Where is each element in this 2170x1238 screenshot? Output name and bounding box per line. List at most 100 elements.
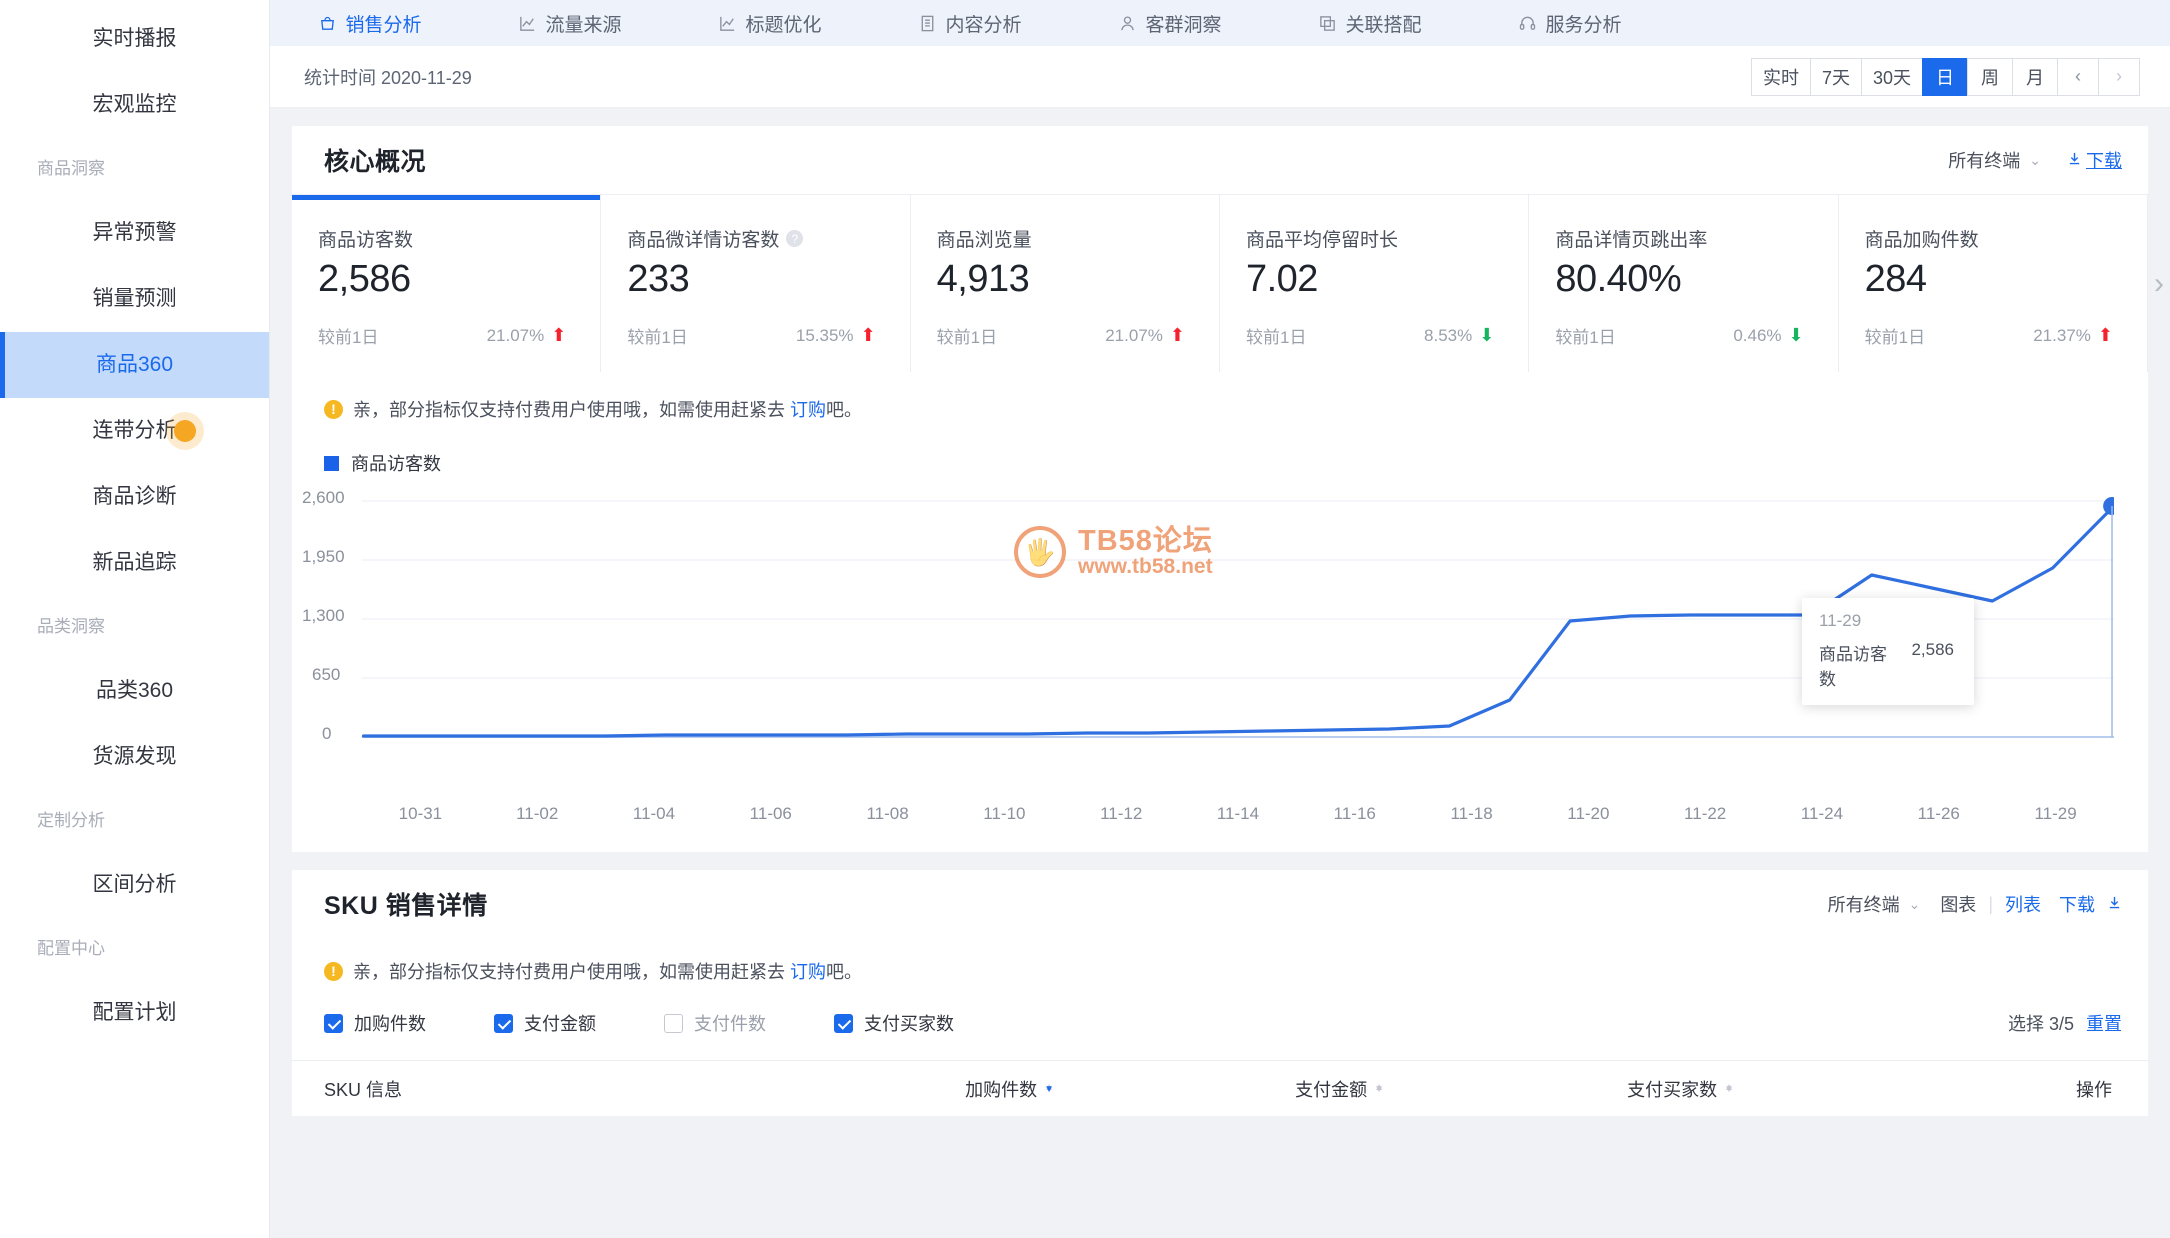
tab-label: 销售分析: [345, 14, 422, 36]
metric-label: 商品加购件数: [1864, 230, 1979, 251]
subscribe-link[interactable]: 订购: [790, 400, 826, 420]
sort-icon[interactable]: ▲ ▼: [1374, 1081, 1384, 1095]
select-count-label: 选择 3/5: [2007, 1014, 2074, 1034]
checkbox-payment-buyers[interactable]: 支付买家数: [834, 1010, 1004, 1036]
sidebar-item-pinlei360[interactable]: 品类360: [0, 658, 269, 724]
column-payment-buyers[interactable]: 支付买家数 ▲ ▼: [1384, 1076, 1734, 1102]
sidebar-group-label: 商品洞察: [37, 159, 105, 178]
tab-service-analysis[interactable]: 服务分析: [1470, 0, 1670, 46]
sidebar-item-hongguanjiankong[interactable]: 宏观监控: [0, 72, 269, 138]
tab-label: 标题优化: [745, 14, 822, 36]
x-tick: 11-06: [749, 804, 792, 823]
sidebar-item-liandaifenxi[interactable]: 连带分析: [0, 398, 269, 464]
sidebar-item-xiaoliangyuce[interactable]: 销量预测: [0, 266, 269, 332]
sidebar-group-dingzhifenxi: 定制分析: [0, 790, 269, 852]
sidebar-group-label: 配置中心: [37, 939, 105, 958]
sidebar-item-shishibobao[interactable]: 实时播报: [0, 6, 269, 72]
checkbox-icon[interactable]: [834, 1013, 853, 1033]
sidebar-item-label: 销量预测: [92, 287, 177, 310]
metric-compare-label: 较前1日: [1245, 328, 1307, 347]
x-tick: 10-31: [398, 804, 443, 823]
tab-content-analysis[interactable]: 内容分析: [870, 0, 1070, 46]
y-tick-1950: 1,950: [302, 547, 345, 566]
sidebar-group-peizhizhongxin: 配置中心: [0, 918, 269, 980]
tab-related-match[interactable]: 关联搭配: [1270, 0, 1470, 46]
terminal-select[interactable]: 所有终端 ⌄: [1948, 147, 2041, 173]
metric-cards: 商品访客数 2,586 较前1日 21.07% ⬆ 商品微详情访客数? 233 较…: [292, 194, 2164, 372]
download-icon: [2067, 150, 2082, 171]
tab-customer-insight[interactable]: 客群洞察: [1070, 0, 1270, 46]
range-realtime-button[interactable]: 实时: [1750, 57, 1811, 96]
download-button[interactable]: 下载: [2067, 147, 2122, 173]
sidebar-item-shangpin360[interactable]: 商品360: [0, 332, 269, 398]
view-list-button[interactable]: 列表: [2005, 895, 2041, 915]
legend-label: 商品访客数: [351, 454, 441, 474]
range-week-button[interactable]: 周: [1967, 57, 2013, 96]
metric-card-avg-stay-duration[interactable]: 商品平均停留时长 7.02 较前1日 8.53% ⬇: [1220, 195, 1530, 372]
metric-card-micro-detail-visitors[interactable]: 商品微详情访客数? 233 较前1日 15.35% ⬆: [601, 195, 911, 372]
checkbox-icon[interactable]: [664, 1013, 683, 1033]
checkbox-payment-count[interactable]: 支付件数: [664, 1010, 834, 1036]
sku-title: SKU 销售详情: [324, 892, 488, 920]
sidebar-group-pinleidongcha: 品类洞察: [0, 596, 269, 658]
sidebar-item-yichangyujing[interactable]: 异常预警: [0, 200, 269, 266]
tab-label: 服务分析: [1545, 14, 1622, 36]
visitors-line-chart[interactable]: 2,600 1,950 1,300 650 0 🖐 TB58论坛 www.tb5…: [302, 488, 2114, 798]
sidebar-item-qujianfenxi[interactable]: 区间分析: [0, 852, 269, 918]
view-chart-button[interactable]: 图表: [1940, 895, 1977, 915]
chart-x-axis: 10-31 11-02 11-04 11-06 11-08 11-10 11-1…: [324, 804, 2114, 824]
divider: |: [1988, 893, 1993, 914]
metric-card-pageviews[interactable]: 商品浏览量 4,913 较前1日 21.07% ⬆: [911, 195, 1220, 372]
prev-arrow-icon[interactable]: ‹: [2057, 57, 2099, 96]
metric-percent: 15.35%: [795, 325, 854, 345]
checkbox-payment-amount[interactable]: 支付金额: [494, 1010, 664, 1036]
sort-icon[interactable]: ▲ ▼: [1724, 1081, 1734, 1095]
checkbox-add-to-cart-count[interactable]: 加购件数: [324, 1010, 494, 1036]
arrow-up-icon: ⬆: [860, 325, 876, 345]
metric-compare-label: 较前1日: [936, 328, 998, 347]
sidebar-item-shangpinzhenduan[interactable]: 商品诊断: [0, 464, 269, 530]
x-tick: 11-02: [516, 804, 559, 823]
column-add-to-cart-count[interactable]: 加购件数 ▲ ▼: [764, 1076, 1054, 1102]
sidebar-item-peizhijihua[interactable]: 配置计划: [0, 980, 269, 1046]
metric-value: 4,913: [936, 258, 1030, 300]
range-day-button[interactable]: 日: [1922, 57, 1968, 96]
column-payment-amount[interactable]: 支付金额 ▲ ▼: [1054, 1076, 1384, 1102]
sku-subscribe-link[interactable]: 订购: [790, 962, 826, 982]
range-7days-button[interactable]: 7天: [1809, 57, 1862, 96]
tab-sales-analysis[interactable]: 销售分析: [270, 0, 470, 46]
chevron-down-icon: ⌄: [2029, 151, 2041, 168]
tab-traffic-source[interactable]: 流量来源: [470, 0, 670, 46]
reset-link[interactable]: 重置: [2086, 1014, 2122, 1034]
help-icon[interactable]: ?: [786, 230, 804, 247]
chart-legend[interactable]: 商品访客数: [292, 422, 2148, 476]
sort-icon[interactable]: ▲ ▼: [1044, 1081, 1054, 1095]
line-chart-icon: [718, 14, 737, 33]
document-icon: [918, 14, 937, 33]
y-tick-650: 650: [312, 665, 341, 684]
checkbox-icon[interactable]: [494, 1013, 513, 1033]
sidebar-item-label: 实时播报: [92, 27, 177, 50]
sidebar-item-xinpinzhuizong[interactable]: 新品追踪: [0, 530, 269, 596]
metric-card-visitors[interactable]: 商品访客数 2,586 较前1日 21.07% ⬆: [292, 195, 602, 372]
x-tick: 11-26: [1917, 804, 1960, 823]
metric-card-bounce-rate[interactable]: 商品详情页跳出率 80.40% 较前1日 0.46% ⬇: [1529, 195, 1839, 372]
sku-metric-options: 加购件数 支付金额 支付件数 支付买家数 选择 3/5 重置: [292, 984, 2148, 1036]
next-arrow-icon[interactable]: ›: [2098, 57, 2140, 96]
metric-card-add-to-cart[interactable]: 商品加购件数 284 较前1日 21.37% ⬆: [1839, 195, 2148, 372]
sku-terminal-select[interactable]: 所有终端 ⌄: [1828, 891, 1921, 917]
sidebar-item-label: 货源发现: [92, 745, 177, 768]
metric-compare-label: 较前1日: [318, 328, 379, 347]
checkbox-icon[interactable]: [324, 1013, 343, 1033]
download-icon[interactable]: [2107, 894, 2122, 915]
sidebar-item-huoyuanfaxian[interactable]: 货源发现: [0, 724, 269, 790]
range-month-button[interactable]: 月: [2012, 57, 2058, 96]
tab-title-optimize[interactable]: 标题优化: [670, 0, 870, 46]
metrics-next-arrow-icon[interactable]: ›: [2154, 266, 2164, 300]
range-30days-button[interactable]: 30天: [1860, 57, 1923, 96]
metric-label: 商品微详情访客数: [627, 230, 780, 251]
metric-value: 7.02: [1245, 258, 1318, 300]
sku-download-label[interactable]: 下载: [2059, 895, 2095, 915]
metric-compare-label: 较前1日: [1864, 328, 1926, 347]
x-tick: 11-14: [1216, 804, 1260, 823]
